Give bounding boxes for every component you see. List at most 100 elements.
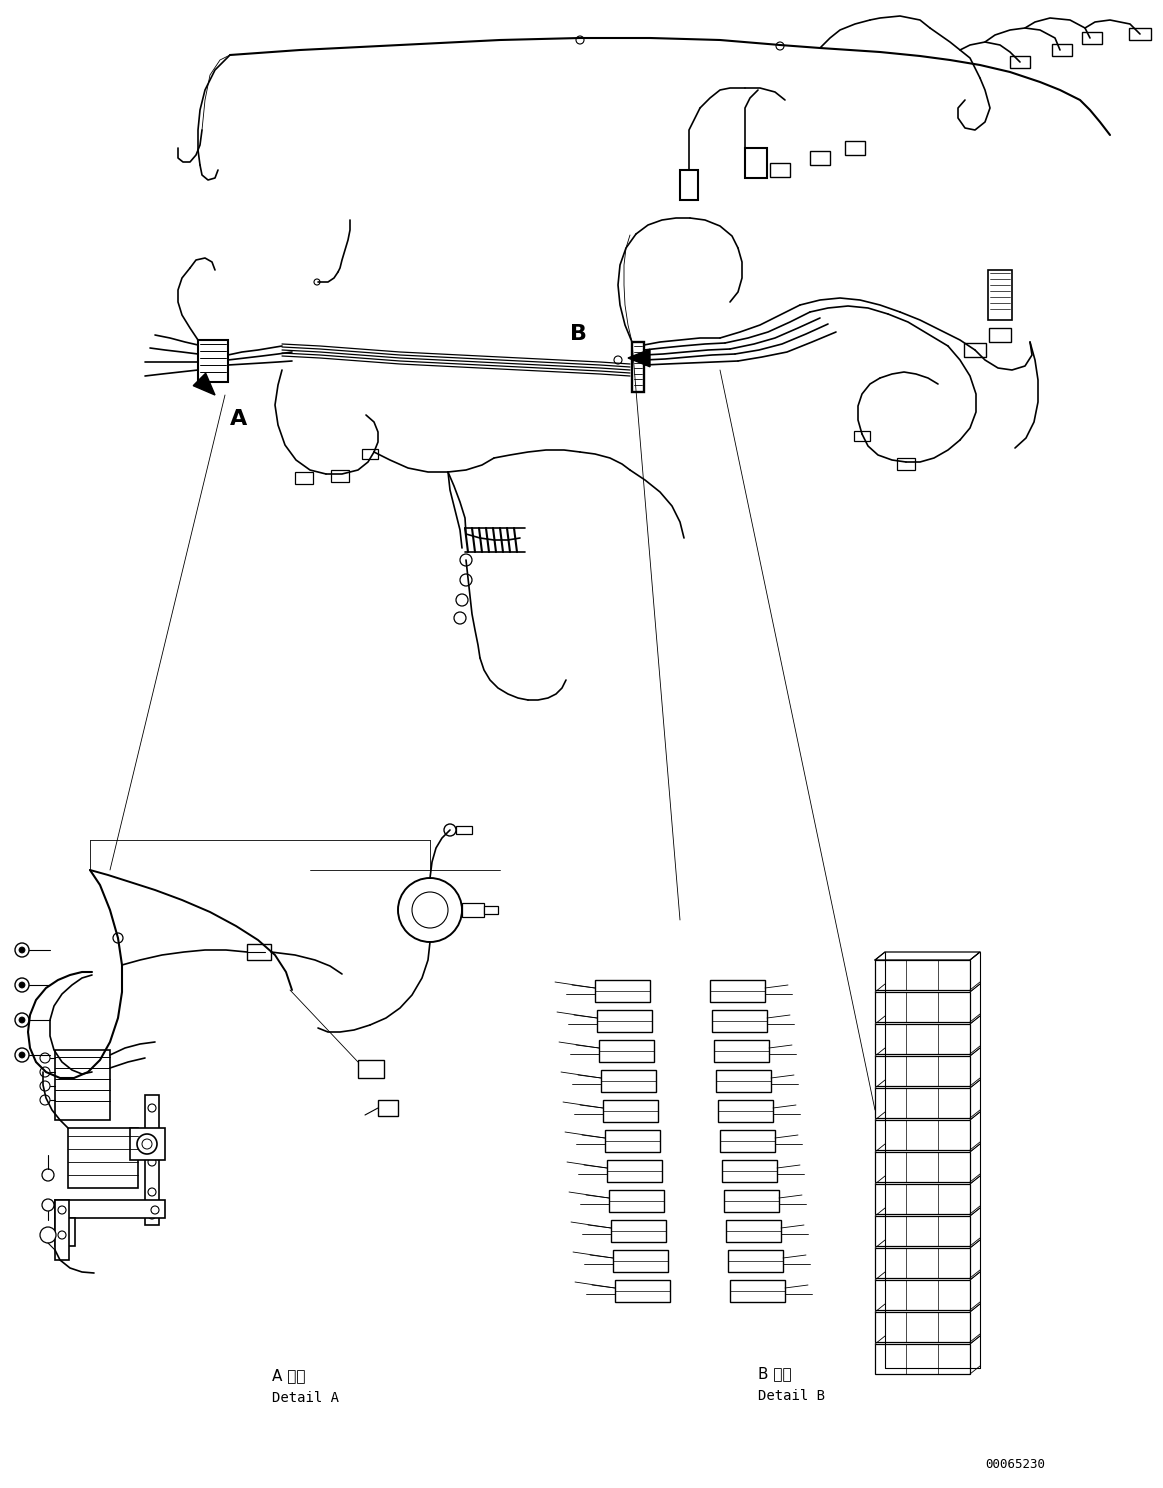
Bar bbox=[770, 164, 790, 177]
Bar bbox=[875, 1280, 970, 1309]
Bar bbox=[1053, 45, 1072, 57]
Circle shape bbox=[15, 978, 29, 992]
Bar bbox=[680, 170, 698, 199]
Bar bbox=[595, 981, 650, 1001]
Bar bbox=[875, 1024, 970, 1054]
Bar bbox=[607, 1161, 662, 1181]
Bar bbox=[362, 449, 378, 458]
Bar bbox=[726, 1220, 782, 1242]
Bar bbox=[55, 1199, 69, 1260]
Bar bbox=[484, 906, 498, 914]
Circle shape bbox=[15, 1048, 29, 1062]
Bar bbox=[331, 470, 349, 482]
Bar bbox=[875, 960, 970, 990]
Bar bbox=[875, 1088, 970, 1117]
Circle shape bbox=[151, 1205, 159, 1214]
Circle shape bbox=[19, 946, 24, 952]
Bar bbox=[809, 150, 830, 165]
Circle shape bbox=[614, 356, 622, 365]
Circle shape bbox=[576, 36, 584, 45]
Bar bbox=[875, 1248, 970, 1278]
Circle shape bbox=[15, 943, 29, 957]
Bar bbox=[1129, 28, 1151, 40]
Bar bbox=[605, 1129, 659, 1152]
Bar bbox=[728, 1250, 783, 1272]
Bar bbox=[602, 1100, 658, 1122]
Text: Detail B: Detail B bbox=[758, 1388, 825, 1403]
Circle shape bbox=[444, 824, 456, 836]
Circle shape bbox=[137, 1134, 157, 1155]
Circle shape bbox=[148, 1104, 156, 1112]
Circle shape bbox=[398, 878, 462, 942]
Bar bbox=[67, 1128, 138, 1187]
Text: Detail A: Detail A bbox=[272, 1391, 338, 1405]
Bar bbox=[875, 1184, 970, 1214]
Text: B 詳細: B 詳細 bbox=[758, 1366, 792, 1381]
Bar bbox=[1009, 57, 1030, 68]
Bar bbox=[875, 1152, 970, 1181]
Bar bbox=[145, 1095, 159, 1225]
Bar bbox=[875, 1312, 970, 1342]
Circle shape bbox=[42, 1199, 53, 1211]
Bar bbox=[718, 1100, 773, 1122]
Circle shape bbox=[19, 982, 24, 988]
Circle shape bbox=[15, 1013, 29, 1027]
Text: B: B bbox=[570, 324, 587, 344]
Text: A: A bbox=[230, 409, 248, 429]
Circle shape bbox=[40, 1080, 50, 1091]
Circle shape bbox=[776, 42, 784, 51]
Bar bbox=[875, 1120, 970, 1150]
Circle shape bbox=[454, 612, 466, 623]
Bar bbox=[720, 1129, 775, 1152]
Bar bbox=[854, 432, 870, 440]
Circle shape bbox=[148, 1158, 156, 1167]
Bar bbox=[358, 1059, 384, 1077]
Bar bbox=[989, 269, 1012, 320]
Bar bbox=[722, 1161, 777, 1181]
Bar bbox=[714, 1040, 769, 1062]
Circle shape bbox=[461, 574, 472, 586]
Bar bbox=[712, 1010, 768, 1033]
Bar bbox=[1082, 33, 1103, 45]
Bar bbox=[730, 1280, 785, 1302]
Bar bbox=[875, 1344, 970, 1373]
Bar bbox=[378, 1100, 398, 1116]
Circle shape bbox=[113, 933, 123, 943]
Bar bbox=[875, 1216, 970, 1245]
Bar bbox=[295, 472, 313, 484]
Circle shape bbox=[142, 1138, 152, 1149]
Circle shape bbox=[314, 280, 320, 286]
Bar bbox=[745, 147, 768, 179]
Bar bbox=[632, 342, 644, 391]
Circle shape bbox=[148, 1187, 156, 1196]
Bar bbox=[615, 1280, 670, 1302]
Circle shape bbox=[42, 1170, 53, 1181]
Circle shape bbox=[40, 1095, 50, 1106]
Bar bbox=[601, 1070, 656, 1092]
Circle shape bbox=[40, 1228, 56, 1242]
Bar bbox=[964, 344, 986, 357]
Bar bbox=[130, 1128, 165, 1161]
Circle shape bbox=[148, 1131, 156, 1138]
Circle shape bbox=[19, 1016, 24, 1024]
Text: 00065230: 00065230 bbox=[985, 1458, 1046, 1472]
Bar bbox=[897, 458, 915, 470]
Bar bbox=[709, 981, 765, 1001]
Bar bbox=[989, 327, 1011, 342]
Circle shape bbox=[40, 1054, 50, 1062]
Bar bbox=[611, 1220, 666, 1242]
Bar bbox=[456, 826, 472, 833]
Bar bbox=[875, 992, 970, 1022]
Bar bbox=[716, 1070, 771, 1092]
Circle shape bbox=[461, 554, 472, 565]
Bar bbox=[597, 1010, 652, 1033]
Circle shape bbox=[85, 1074, 95, 1085]
Circle shape bbox=[58, 1231, 66, 1240]
Bar bbox=[247, 943, 271, 960]
Circle shape bbox=[19, 1052, 24, 1058]
Circle shape bbox=[58, 1205, 66, 1214]
Circle shape bbox=[148, 1211, 156, 1219]
Bar bbox=[198, 339, 228, 382]
Bar bbox=[875, 1056, 970, 1086]
Bar bbox=[725, 1190, 779, 1213]
